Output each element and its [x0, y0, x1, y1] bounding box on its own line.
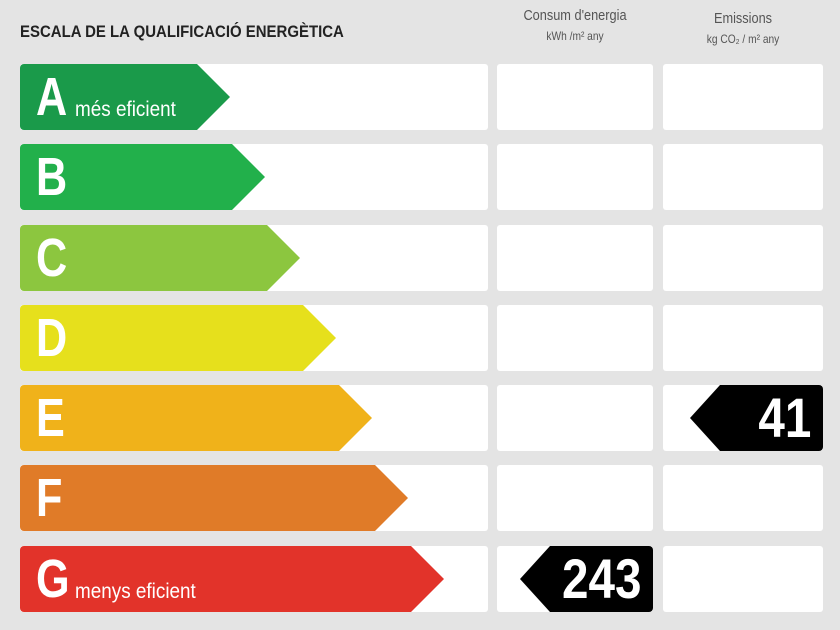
- consumption-cell: [497, 385, 653, 451]
- consumption-label: Consum d'energia: [523, 7, 627, 24]
- emissions-cell: [663, 465, 823, 531]
- rating-description: menys eficient: [75, 580, 196, 603]
- rating-arrow: G menys eficient: [20, 546, 444, 612]
- emissions-marker: 41: [690, 385, 823, 451]
- rating-arrow: C: [20, 225, 300, 291]
- consumption-unit: kWh /m² any: [546, 29, 604, 43]
- emissions-unit: kg CO₂ / m² any: [706, 32, 780, 46]
- emissions-cell: [663, 64, 823, 130]
- consumption-cell: [497, 64, 653, 130]
- rating-arrow: E: [20, 385, 372, 451]
- rating-row-g: G menys eficient 243: [0, 546, 840, 612]
- rating-arrow: A més eficient: [20, 64, 230, 130]
- rating-letter: A: [36, 67, 68, 127]
- emissions-value: 41: [758, 386, 811, 449]
- rating-description: més eficient: [75, 98, 176, 121]
- rating-arrow: F: [20, 465, 408, 531]
- consumption-marker: 243: [520, 546, 653, 612]
- rating-letter: B: [36, 147, 68, 207]
- rating-row-a: A més eficient: [0, 64, 840, 130]
- emissions-cell: [663, 225, 823, 291]
- rating-row-b: B: [0, 144, 840, 210]
- rating-row-d: D: [0, 305, 840, 371]
- rating-row-e: E 41: [0, 385, 840, 451]
- rating-letter: G: [36, 549, 70, 609]
- rating-letter: D: [36, 308, 68, 368]
- rating-row-f: F: [0, 465, 840, 531]
- rating-letter: F: [36, 468, 63, 528]
- rating-letter: E: [36, 388, 65, 448]
- emissions-label: Emissions: [713, 10, 773, 27]
- consumption-cell: [497, 305, 653, 371]
- page-title: ESCALA DE LA QUALIFICACIÓ ENERGÈTICA: [20, 22, 344, 41]
- emissions-cell: [663, 144, 823, 210]
- rating-arrow: B: [20, 144, 265, 210]
- consumption-header: Consum d'energia kWh /m² any: [509, 6, 642, 46]
- rating-arrow: D: [20, 305, 336, 371]
- emissions-cell: [663, 305, 823, 371]
- consumption-value: 243: [561, 547, 641, 610]
- consumption-cell: [497, 465, 653, 531]
- emissions-cell: [663, 546, 823, 612]
- emissions-header: Emissions kg CO₂ / m² any: [675, 9, 811, 49]
- consumption-cell: [497, 144, 653, 210]
- rating-letter: C: [36, 228, 68, 288]
- consumption-cell: [497, 225, 653, 291]
- rating-row-c: C: [0, 225, 840, 291]
